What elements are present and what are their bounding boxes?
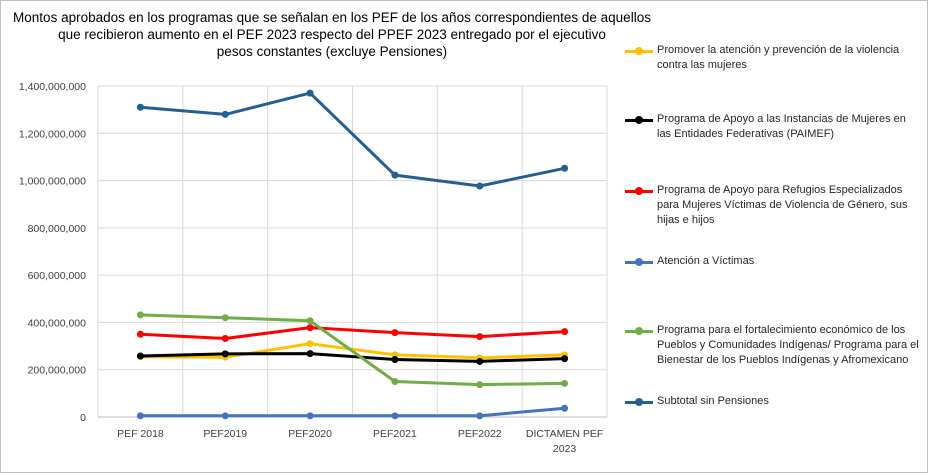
- legend-swatch: [625, 114, 653, 126]
- data-point: [391, 329, 399, 337]
- data-point: [306, 412, 314, 420]
- legend-swatch: [625, 45, 653, 57]
- data-point: [306, 317, 314, 325]
- legend-swatch: [625, 256, 653, 268]
- x-tick-label: PEF2022: [458, 428, 502, 440]
- legend-swatch: [625, 185, 653, 197]
- y-tick-label: 1,200,000,000: [19, 128, 86, 140]
- legend-label: Atención a Víctimas: [657, 255, 755, 267]
- x-tick-label: PEF 2018: [117, 428, 164, 440]
- data-point: [136, 412, 144, 420]
- series-line: [138, 91, 567, 188]
- data-point: [476, 357, 484, 365]
- data-point: [221, 314, 229, 322]
- x-tick-label: 2023: [553, 443, 577, 455]
- data-point: [391, 171, 399, 179]
- y-tick-label: 200,000,000: [28, 365, 87, 377]
- x-tick-label: DICTAMEN PEF: [526, 428, 603, 440]
- data-point: [391, 356, 399, 364]
- data-point: [476, 182, 484, 190]
- data-point: [306, 350, 314, 358]
- x-tick-label: PEF2021: [373, 428, 417, 440]
- y-tick-label: 800,000,000: [28, 223, 87, 235]
- legend-swatch: [625, 396, 653, 408]
- data-point: [476, 412, 484, 420]
- data-point: [136, 352, 144, 360]
- y-tick-label: 400,000,000: [28, 317, 87, 329]
- legend-label: Programa de Apoyo a las Instancias de Mu…: [657, 113, 906, 140]
- x-tick-label: PEF2020: [288, 428, 332, 440]
- data-point: [136, 103, 144, 111]
- y-tick-label: 1,400,000,000: [19, 81, 86, 93]
- plot-area: 0 200,000,000 400,000,000 600,000,000 800,00…: [19, 81, 608, 455]
- data-point: [136, 311, 144, 319]
- y-tick-label: 0: [80, 412, 86, 424]
- data-point: [221, 110, 229, 118]
- data-point: [476, 333, 484, 341]
- legend-label: Promover la atención y prevención de la …: [657, 44, 900, 71]
- data-point: [221, 335, 229, 343]
- series-line: [138, 342, 567, 360]
- data-point: [561, 164, 569, 172]
- data-point: [561, 379, 569, 387]
- data-point: [561, 328, 569, 336]
- x-tick-label: PEF2019: [203, 428, 247, 440]
- data-point: [391, 378, 399, 386]
- series-line: [138, 313, 567, 387]
- series-line: [138, 326, 567, 340]
- data-point: [306, 340, 314, 348]
- y-tick-label: 600,000,000: [28, 270, 87, 282]
- y-tick-label: 1,000,000,000: [19, 176, 86, 188]
- chart-title: Montos aprobados en los programas que se…: [7, 9, 657, 60]
- legend-label: Programa para el fortalecimiento económi…: [657, 324, 919, 366]
- legend-swatch: [625, 325, 653, 337]
- data-point: [136, 330, 144, 338]
- legend-label: Programa de Apoyo para Refugios Especial…: [657, 184, 908, 226]
- data-point: [476, 381, 484, 389]
- series-line: [138, 352, 567, 363]
- data-point: [306, 89, 314, 97]
- data-point: [221, 350, 229, 358]
- data-point: [221, 412, 229, 420]
- series-line: [138, 406, 567, 418]
- data-point: [391, 412, 399, 420]
- data-point: [561, 355, 569, 363]
- data-point: [306, 324, 314, 332]
- legend-label: Subtotal sin Pensiones: [657, 395, 769, 407]
- data-point: [561, 404, 569, 412]
- chart-title-line: Montos aprobados en los programas que se…: [13, 10, 651, 25]
- chart-title-line: que recibieron aumento en el PEF 2023 re…: [58, 27, 606, 42]
- legend: Promover la atención y prevención de la …: [625, 1, 925, 471]
- chart-title-line: pesos constantes (excluye Pensiones): [216, 44, 448, 59]
